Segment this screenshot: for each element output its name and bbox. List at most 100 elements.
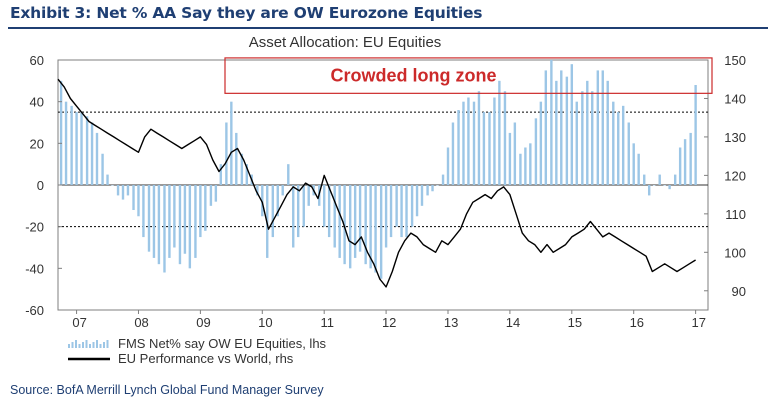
legend-swatch-bar	[71, 342, 74, 348]
bar	[446, 147, 450, 185]
bar	[307, 185, 310, 206]
bar	[436, 185, 439, 186]
bar	[410, 185, 414, 227]
legend-swatch-bar	[85, 340, 88, 348]
bar	[467, 97, 470, 185]
bar	[163, 185, 166, 273]
bar	[369, 185, 372, 269]
bar	[358, 185, 362, 252]
bar	[338, 185, 341, 258]
bar	[612, 101, 615, 185]
bar	[570, 64, 574, 185]
bar	[219, 164, 223, 185]
left-tick-label: -60	[25, 303, 44, 318]
bar	[627, 122, 630, 185]
bar	[384, 185, 388, 248]
bar	[658, 174, 661, 185]
legend-line-label: EU Performance vs World, rhs	[118, 351, 294, 366]
x-tick-label: 10	[258, 315, 272, 330]
bar	[85, 116, 89, 185]
crowded-zone-label: Crowded long zone	[331, 66, 497, 86]
bar	[214, 185, 218, 202]
bar	[126, 185, 130, 196]
left-tick-label: -40	[25, 261, 44, 276]
bar	[209, 185, 213, 206]
bar	[405, 185, 408, 238]
legend-swatch-bar	[96, 340, 98, 348]
legend-swatch-bar	[75, 340, 77, 348]
bar	[415, 185, 419, 217]
bar	[121, 185, 125, 200]
legend-item-line: EU Performance vs World, rhs	[68, 351, 294, 366]
bar	[194, 185, 197, 258]
bar	[173, 185, 176, 248]
bar	[142, 185, 145, 238]
bar	[240, 153, 244, 185]
bar	[643, 174, 646, 185]
bar	[606, 80, 609, 185]
chart-title: Asset Allocation: EU Equities	[249, 34, 442, 51]
bar	[287, 164, 290, 185]
bar	[188, 185, 192, 269]
bar	[488, 112, 491, 185]
bar	[601, 70, 604, 185]
right-tick-label: 130	[724, 130, 746, 145]
bar	[555, 80, 558, 185]
bar	[550, 60, 553, 185]
bar	[343, 185, 346, 265]
source-note: Source: BofA Merrill Lynch Global Fund M…	[10, 383, 324, 397]
title-rule	[8, 27, 768, 29]
bar	[451, 122, 455, 185]
bar	[292, 185, 295, 248]
bar	[157, 185, 161, 265]
bar	[477, 91, 481, 185]
bar	[472, 101, 476, 185]
left-tick-label: 60	[30, 53, 44, 68]
legend-swatch-bar	[103, 342, 105, 348]
bar	[673, 174, 677, 185]
bar	[322, 185, 326, 227]
bar	[596, 70, 600, 185]
bar	[95, 132, 99, 185]
x-tick-label: 15	[568, 315, 582, 330]
bar	[678, 147, 682, 185]
bar	[498, 80, 501, 185]
bar	[132, 185, 135, 210]
x-tick-label: 16	[630, 315, 644, 330]
bar	[59, 80, 63, 185]
bar	[395, 185, 398, 227]
bar	[565, 76, 569, 185]
x-tick-label: 17	[691, 315, 705, 330]
bar	[457, 110, 460, 185]
crowded-zone-box	[224, 57, 713, 94]
bar	[374, 185, 377, 273]
bar	[111, 185, 114, 186]
x-tick-label: 09	[196, 315, 210, 330]
legend-bars-swatch	[68, 340, 109, 348]
bar	[101, 153, 104, 185]
bar	[230, 101, 233, 185]
bar	[462, 101, 465, 185]
bar	[389, 185, 393, 238]
bar	[281, 185, 284, 196]
bar	[106, 174, 109, 185]
left-tick-label: 20	[30, 136, 44, 151]
right-tick-label: 100	[724, 245, 746, 260]
bar	[168, 185, 171, 258]
legend-swatch-bar	[89, 344, 91, 348]
x-axis: 07 08 09 10 11 12 13 14 15 16 17	[72, 310, 706, 330]
x-tick-label: 14	[506, 315, 520, 330]
bar	[513, 122, 517, 185]
bar	[441, 174, 445, 185]
right-tick-label: 110	[725, 207, 746, 222]
bar	[694, 85, 697, 185]
bar	[225, 122, 228, 185]
bar	[116, 185, 120, 196]
bar	[508, 132, 512, 185]
right-tick-label: 150	[724, 53, 746, 68]
bar	[493, 97, 496, 185]
bar	[544, 70, 548, 185]
left-axis: -60 -40 -20 0 20 40 60	[25, 53, 62, 318]
bar	[348, 185, 352, 269]
right-axis: 90 100 110 120 130 140 150	[704, 53, 746, 299]
